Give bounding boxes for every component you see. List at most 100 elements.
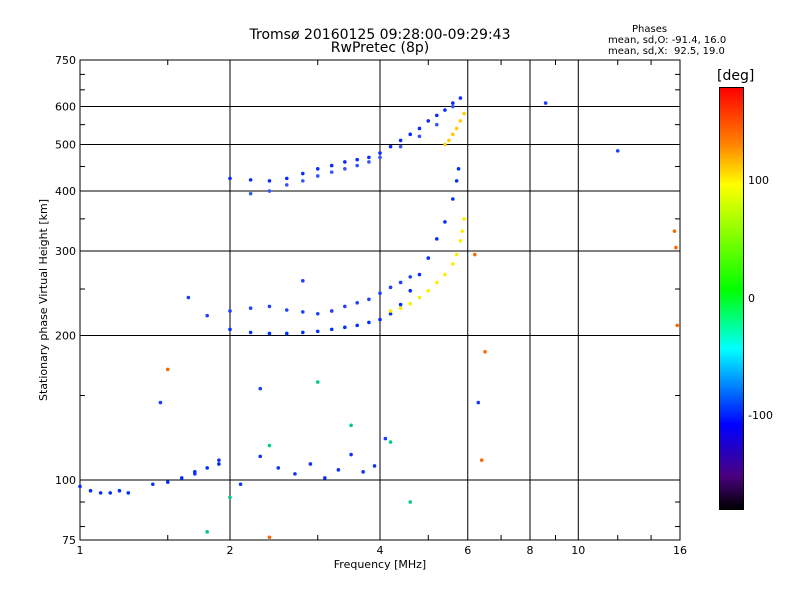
data-point [301,310,305,314]
data-point [205,530,209,534]
data-point [284,308,289,312]
data-point [674,245,678,250]
data-point [267,331,272,336]
data-point [228,495,232,500]
data-point [388,309,393,313]
data-point [186,295,191,300]
y-axis-label: Stationary phase Virtual Height [km] [37,199,50,401]
data-point [267,443,272,448]
phase-stats-x-mode: mean, sd,X: 92.5, 19.0 [608,46,725,57]
data-point [458,239,463,243]
data-point [408,288,413,293]
data-point [426,288,431,293]
colorbar-gradient [719,87,744,510]
scatter-plot: 1 2 4 6 8 10 16 75 100 200 300 400 500 600 750 Frequenc… [37,54,687,571]
data-point [228,309,232,313]
data-point [479,458,484,462]
data-point [483,349,487,354]
data-point [408,132,413,137]
data-point [205,466,209,470]
data-point [126,491,131,495]
data-point [417,134,422,139]
data-point [108,491,113,495]
data-point [267,179,272,183]
data-point [205,313,209,318]
y-tick-label: 200 [55,330,76,343]
data-point [383,436,388,441]
x-tick-label: 10 [571,544,585,557]
data-point [315,174,320,178]
data-point [408,275,413,279]
data-point [451,104,455,109]
data-point [193,472,197,476]
data-point [458,96,463,100]
data-point [458,119,463,123]
data-point [378,317,382,322]
data-point [315,167,320,171]
data-point [329,163,334,168]
data-point [434,122,439,127]
data-point [417,126,422,131]
data-point [355,157,359,162]
data-point [675,323,680,328]
data-point [426,119,431,123]
data-point [355,323,359,328]
data-point [398,280,403,285]
data-point [301,330,305,335]
data-point [454,252,459,257]
data-point [88,488,93,493]
data-point [301,179,305,183]
data-point [361,470,365,474]
colorbar-tick-label: 0 [748,291,755,305]
data-point [462,217,466,221]
data-point [447,138,451,143]
data-point [398,302,403,307]
phase-stats-heading: Phases [632,24,668,35]
x-axis-label: Frequency [MHz] [334,558,426,571]
data-point [408,301,413,306]
data-point [293,472,297,476]
x-tick-label: 2 [227,544,234,557]
data-point [165,367,170,372]
data-point [238,482,243,487]
data-point [284,176,289,181]
data-point [323,476,327,480]
y-tick-label: 600 [55,101,76,114]
data-point [443,272,447,277]
data-point [248,178,253,182]
data-point [443,220,447,224]
data-point [343,304,347,309]
data-point [301,279,305,283]
data-point [417,272,422,277]
data-point [78,484,82,489]
data-point [473,252,477,257]
y-tick-label: 500 [55,139,76,152]
data-point [228,327,232,332]
data-point [217,458,221,462]
data-point [454,179,459,183]
data-point [151,482,155,487]
data-point [158,400,163,405]
data-point [329,309,334,313]
y-tick-label: 300 [55,245,76,258]
data-point [367,297,371,302]
data-point [426,256,431,260]
data-point [451,101,455,105]
data-point [267,535,272,540]
data-point [367,160,371,164]
data-point [217,462,221,466]
data-point [434,280,439,285]
colorbar-title: [deg] [717,68,755,84]
data-point [329,327,334,332]
data-point [315,380,320,384]
data-point [248,191,253,196]
data-point [228,176,232,181]
data-point [408,500,413,504]
data-point [284,331,289,336]
data-point [398,306,403,311]
data-point [179,476,184,480]
data-point [258,386,263,391]
data-point [378,151,382,155]
x-tick-label: 8 [527,544,534,557]
phase-stats-o-mode: mean, sd,O: -91.4, 16.0 [608,35,727,46]
